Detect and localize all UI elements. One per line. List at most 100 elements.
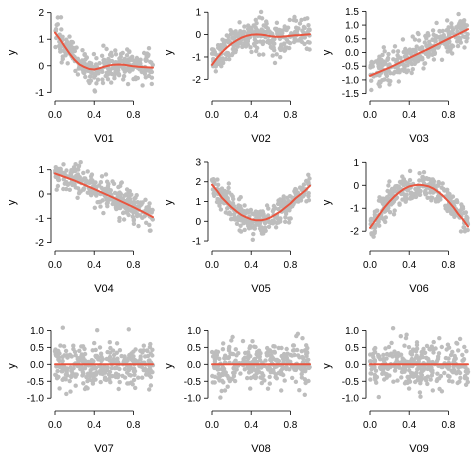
data-point <box>293 379 299 384</box>
data-point <box>249 27 254 33</box>
y-tick-label: 0.0 <box>345 48 359 59</box>
data-point <box>463 210 469 215</box>
fit-line-V03 <box>369 28 469 77</box>
data-point <box>271 41 276 46</box>
data-point <box>428 377 433 382</box>
data-point <box>119 180 125 185</box>
data-point <box>115 356 120 361</box>
data-point <box>143 75 148 80</box>
y-tick-label: 2 <box>38 8 44 19</box>
x-tick-label: 0.4 <box>87 110 101 121</box>
data-point <box>255 369 260 374</box>
y-tick-label: 2 <box>195 177 201 188</box>
data-point <box>232 47 237 52</box>
data-point <box>103 172 109 177</box>
data-point <box>404 332 409 337</box>
data-point <box>131 377 137 383</box>
data-point <box>134 193 139 198</box>
data-point <box>59 60 64 65</box>
x-axis-title: V02 <box>251 133 271 145</box>
panel-V04: -2 -1 0 1 0.0 0.4 0.8 V04 y <box>6 160 155 295</box>
y-tick-label: 0.0 <box>187 360 201 371</box>
data-point <box>114 365 119 370</box>
data-point <box>396 184 401 189</box>
data-point <box>257 358 263 363</box>
data-point <box>149 81 154 87</box>
data-point <box>291 343 297 348</box>
data-point <box>223 210 228 215</box>
data-point <box>273 357 278 363</box>
data-point <box>256 222 261 228</box>
data-point <box>390 326 396 331</box>
data-point <box>65 61 70 66</box>
data-point <box>430 28 436 33</box>
data-point <box>456 348 461 353</box>
data-point <box>102 377 108 382</box>
data-point <box>370 61 375 66</box>
data-point <box>395 53 400 58</box>
data-point <box>238 217 243 222</box>
data-point <box>426 53 431 58</box>
data-point <box>71 165 77 170</box>
data-point <box>261 214 266 219</box>
data-point <box>277 28 282 33</box>
data-point <box>238 195 243 200</box>
data-point <box>126 366 132 372</box>
data-point <box>410 67 415 72</box>
data-point <box>254 21 259 26</box>
data-point <box>226 376 231 381</box>
data-point <box>67 187 73 192</box>
data-point <box>465 227 470 233</box>
data-point <box>258 9 264 15</box>
data-point <box>421 66 426 71</box>
data-point <box>237 228 242 233</box>
data-point <box>142 214 147 219</box>
data-point <box>306 198 312 203</box>
data-point <box>144 348 150 353</box>
data-point <box>92 340 97 346</box>
data-point <box>440 364 445 370</box>
points-V02 <box>209 9 312 74</box>
data-point <box>271 218 276 223</box>
data-point <box>462 344 467 350</box>
data-point <box>244 39 249 44</box>
data-point <box>106 181 111 187</box>
data-point <box>294 38 299 43</box>
data-point <box>369 78 374 83</box>
data-point <box>236 203 241 208</box>
x-axis-title: V07 <box>94 443 114 455</box>
data-point <box>227 57 232 62</box>
y-axis-title: y <box>321 199 333 205</box>
data-point <box>122 375 128 380</box>
data-point <box>249 225 254 230</box>
data-point <box>262 225 268 230</box>
data-point <box>80 48 85 53</box>
data-point <box>107 354 113 360</box>
data-point <box>251 231 256 237</box>
data-point <box>103 186 108 192</box>
data-point <box>138 357 143 362</box>
data-point <box>116 192 121 197</box>
data-point <box>452 353 457 359</box>
y-tick-label: 0.5 <box>187 343 201 354</box>
points-V07 <box>52 325 156 397</box>
data-point <box>465 32 470 37</box>
data-point <box>437 386 442 392</box>
y-tick-label: 1 <box>38 35 44 46</box>
data-point <box>387 62 392 67</box>
data-point <box>88 373 93 379</box>
data-point <box>123 205 128 211</box>
data-point <box>218 207 224 212</box>
data-point <box>68 389 73 394</box>
data-point <box>267 381 272 386</box>
data-point <box>385 207 390 213</box>
data-point <box>70 371 75 376</box>
data-point <box>90 70 95 76</box>
data-point <box>391 379 396 384</box>
data-point <box>60 56 65 62</box>
data-point <box>221 341 226 346</box>
data-point <box>57 43 63 48</box>
data-point <box>107 58 112 63</box>
data-point <box>259 28 264 33</box>
data-point <box>253 374 259 379</box>
